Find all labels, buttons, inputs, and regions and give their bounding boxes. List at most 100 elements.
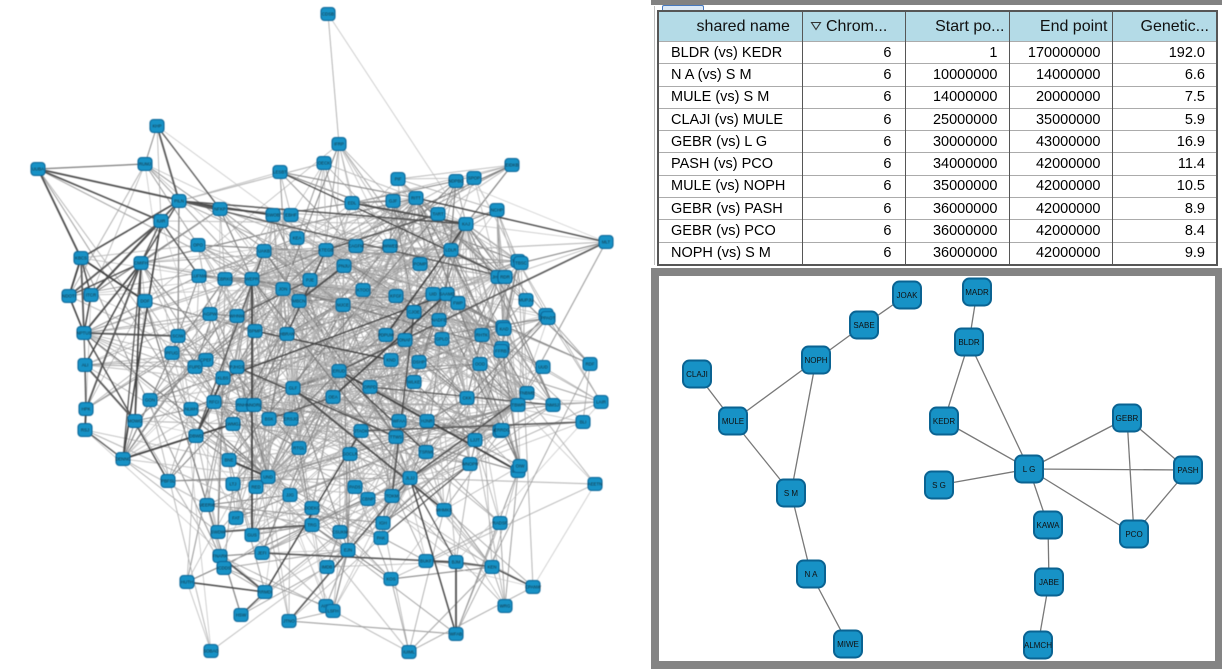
svg-text:IFRP: IFRP [334, 142, 344, 147]
svg-text:KHP: KHP [152, 124, 161, 129]
svg-text:ERSJG: ERSJG [284, 417, 299, 422]
svg-text:POMP: POMP [414, 262, 427, 267]
svg-text:BUKF: BUKF [420, 559, 432, 564]
svg-text:NFKP: NFKP [214, 207, 226, 212]
svg-text:GUS: GUS [247, 533, 257, 538]
svg-text:LESBT: LESBT [273, 170, 287, 175]
svg-text:NLWH: NLWH [185, 407, 198, 412]
svg-text:MLT: MLT [602, 240, 611, 245]
svg-text:IUIML: IUIML [403, 650, 415, 655]
svg-text:LDLR: LDLR [445, 248, 456, 253]
svg-text:LJJT: LJJT [470, 438, 480, 443]
svg-text:CKK: CKK [462, 396, 471, 401]
svg-text:HUTH: HUTH [181, 580, 193, 585]
svg-text:CSUKM: CSUKM [332, 530, 348, 535]
svg-text:MBCN: MBCN [293, 299, 306, 304]
svg-text:KEN: KEN [487, 565, 496, 570]
svg-text:L G: L G [1023, 465, 1036, 474]
svg-text:JWWED: JWWED [382, 244, 399, 249]
svg-text:BSK: BSK [265, 417, 274, 422]
svg-text:RTGL: RTGL [293, 446, 305, 451]
svg-text:JJG: JJG [286, 493, 294, 498]
svg-text:MIWE: MIWE [837, 640, 859, 649]
svg-text:NDOTI: NDOTI [62, 294, 76, 299]
svg-text:KEA: KEA [293, 236, 302, 241]
svg-text:GEBR: GEBR [1116, 414, 1139, 423]
svg-text:CDSB: CDSB [322, 12, 334, 17]
svg-text:RED: RED [251, 485, 260, 490]
svg-text:MOWG: MOWG [128, 419, 143, 424]
svg-text:FFRB: FFRB [495, 349, 507, 354]
svg-text:NNORL: NNORL [246, 403, 262, 408]
svg-text:OIW: OIW [516, 464, 526, 469]
svg-text:CMIFH: CMIFH [134, 261, 148, 266]
svg-text:OOD: OOD [475, 362, 485, 367]
svg-text:PJE: PJE [306, 278, 314, 283]
svg-text:ITCR: ITCR [86, 293, 96, 298]
svg-text:HBRAN: HBRAN [279, 332, 294, 337]
svg-text:TBSC: TBSC [515, 261, 527, 266]
svg-text:OOEKC: OOEKC [304, 506, 320, 511]
svg-text:MADR: MADR [965, 288, 989, 297]
svg-text:RDR: RDR [500, 275, 510, 280]
svg-text:JABE: JABE [1039, 578, 1059, 587]
svg-text:RUMJ: RUMJ [139, 162, 151, 167]
svg-text:OECK: OECK [318, 161, 331, 166]
svg-text:JOAK: JOAK [897, 291, 919, 300]
svg-text:LWMGJ: LWMGJ [225, 422, 241, 427]
svg-text:JTNO: JTNO [283, 619, 295, 624]
svg-text:CPEF: CPEF [200, 358, 212, 363]
svg-text:WEPR: WEPR [245, 277, 258, 282]
svg-text:PCO: PCO [1125, 530, 1142, 539]
svg-text:RFCI: RFCI [209, 400, 219, 405]
svg-text:GPLO: GPLO [436, 337, 449, 342]
svg-text:NCHP: NCHP [491, 208, 504, 213]
svg-text:ORPD: ORPD [364, 385, 377, 390]
svg-text:ALMCH: ALMCH [1024, 641, 1052, 650]
svg-text:PADS: PADS [349, 485, 361, 490]
svg-text:WLKE: WLKE [408, 380, 421, 385]
svg-text:DOF: DOF [140, 299, 150, 304]
svg-text:NOPH: NOPH [804, 356, 827, 365]
svg-text:LTJ: LTJ [230, 482, 237, 487]
svg-text:OEA: OEA [328, 395, 337, 400]
svg-text:UEERW: UEERW [199, 503, 216, 508]
svg-text:ICDDS: ICDDS [217, 566, 231, 571]
svg-text:N A: N A [805, 570, 819, 579]
svg-text:FUPD: FUPD [189, 365, 201, 370]
svg-text:LSFH: LSFH [327, 609, 338, 614]
svg-text:KLBS: KLBS [217, 376, 228, 381]
svg-text:JEFI: JEFI [257, 551, 266, 556]
svg-text:FNBMB: FNBMB [519, 391, 534, 396]
svg-text:PIF: PIF [395, 177, 402, 182]
svg-text:EIDKB: EIDKB [505, 163, 518, 168]
svg-text:S G: S G [932, 481, 946, 490]
svg-text:FNARK: FNARK [213, 554, 228, 559]
svg-text:UUD: UUD [538, 365, 548, 370]
svg-text:NPTUS: NPTUS [77, 331, 92, 336]
svg-text:MJCE: MJCE [337, 303, 349, 308]
svg-text:RDF: RDF [585, 362, 594, 367]
svg-text:JON: JON [279, 287, 288, 292]
svg-text:EJN: EJN [344, 548, 352, 553]
svg-text:TBWR: TBWR [512, 403, 525, 408]
svg-text:WRG: WRG [500, 604, 511, 609]
svg-text:BJM: BJM [452, 560, 461, 565]
svg-text:CAGFM: CAGFM [348, 244, 364, 249]
svg-text:IGH: IGH [379, 521, 387, 526]
svg-text:KFGF: KFGF [390, 294, 402, 299]
svg-text:KEDR: KEDR [933, 417, 955, 426]
svg-text:GJF: GJF [389, 199, 398, 204]
svg-text:WNOPN: WNOPN [462, 462, 479, 467]
svg-text:PAK: PAK [377, 536, 386, 541]
svg-text:S M: S M [784, 489, 799, 498]
svg-text:HJNR: HJNR [421, 419, 433, 424]
svg-text:CBRKO: CBRKO [217, 277, 233, 282]
svg-text:UND: UND [263, 475, 273, 480]
svg-text:ALI: ALI [82, 363, 89, 368]
svg-text:PASH: PASH [1177, 466, 1198, 475]
svg-text:KTOO: KTOO [357, 288, 370, 293]
svg-text:BLDR: BLDR [958, 338, 980, 347]
svg-text:KAWA: KAWA [1037, 521, 1061, 530]
svg-text:EDL: EDL [348, 201, 357, 206]
